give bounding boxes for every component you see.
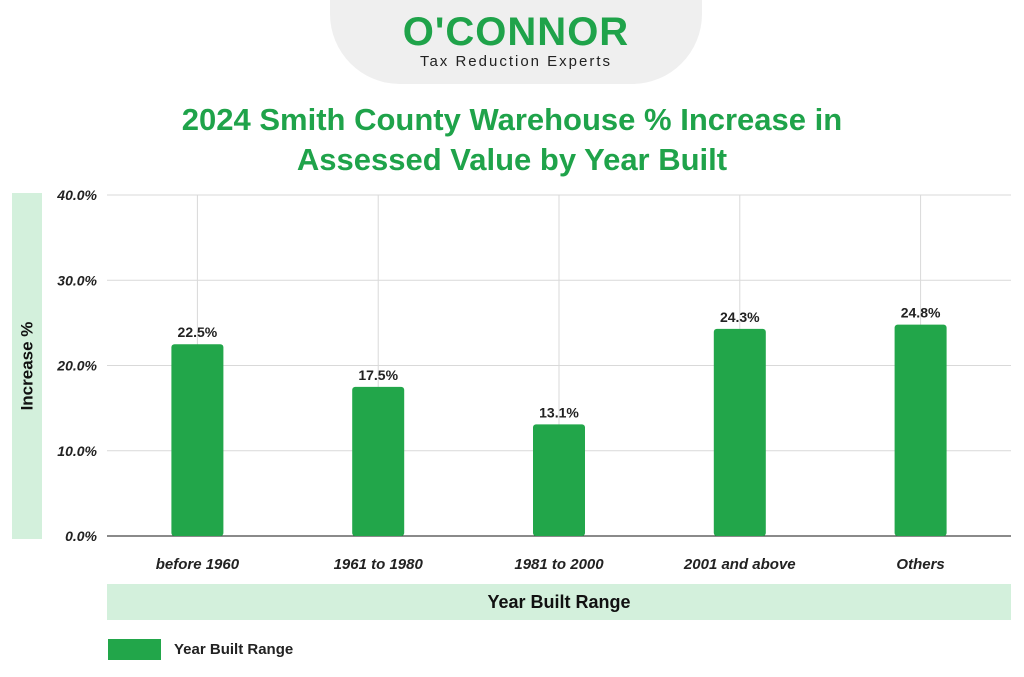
chart-title: 2024 Smith County Warehouse % Increase i… (0, 100, 1024, 180)
logo-name: O'CONNOR (402, 10, 630, 54)
x-tick-label: 1981 to 2000 (514, 556, 604, 573)
data-label: 17.5% (358, 367, 398, 383)
logo-banner: O'CONNOR Tax Reduction Experts (330, 0, 702, 84)
bar (171, 344, 224, 536)
legend-label: Year Built Range (174, 640, 294, 658)
bar (533, 424, 585, 536)
x-axis-title: Year Built Range (107, 584, 1011, 620)
data-label: 13.1% (539, 404, 579, 420)
data-label: 22.5% (178, 324, 218, 340)
y-tick-label: 10.0% (57, 443, 97, 459)
bar (713, 328, 766, 536)
legend: Year Built Range (108, 638, 293, 660)
chart-title-line-2: Assessed Value by Year Built (296, 142, 728, 177)
data-label: 24.3% (720, 309, 760, 325)
x-tick-label: 1961 to 1980 (334, 556, 424, 573)
legend-swatch (108, 638, 161, 660)
logo-tagline: Tax Reduction Experts (419, 53, 613, 70)
y-axis-label-band (12, 193, 42, 539)
y-tick-label: 40.0% (56, 187, 97, 203)
data-label: 24.8% (901, 305, 941, 321)
bar (352, 386, 405, 536)
x-tick-label: before 1960 (156, 556, 240, 573)
x-tick-label: 2001 and above (683, 556, 796, 573)
bar (894, 324, 947, 536)
chart-title-line-1: 2024 Smith County Warehouse % Increase i… (181, 102, 843, 137)
y-tick-label: 30.0% (57, 272, 97, 288)
y-tick-label: 0.0% (65, 528, 97, 544)
x-tick-label: Others (896, 556, 944, 573)
y-tick-label: 20.0% (56, 358, 97, 374)
